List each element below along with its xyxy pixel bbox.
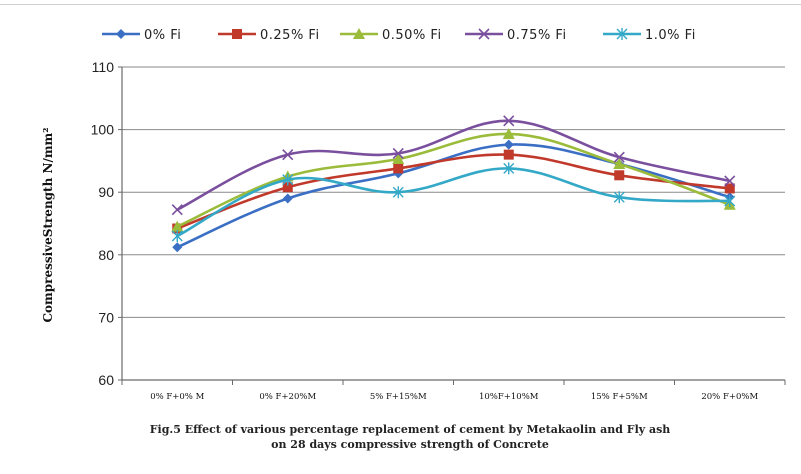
legend-label: 0.75% Fi: [507, 28, 567, 43]
x-tick-label: 20% F+0%M: [701, 392, 758, 402]
data-point: [724, 183, 735, 194]
axes: [118, 66, 786, 385]
figure-caption: Fig.5 Effect of various percentage repla…: [90, 422, 730, 452]
series-line: [175, 119, 732, 212]
y-tick-label: 100: [91, 122, 115, 138]
y-tick-label: 90: [98, 184, 114, 200]
legend-label: 0% Fi: [144, 28, 181, 43]
caption-line-1: Fig.5 Effect of various percentage repla…: [149, 423, 671, 436]
y-tick-label: 80: [98, 247, 114, 263]
data-point: [392, 153, 405, 165]
x-tick-label: 15% F+5%M: [591, 392, 648, 402]
y-tick-label: 70: [98, 309, 114, 325]
data-point: [613, 151, 625, 163]
series-line: [175, 132, 732, 228]
data-point: [503, 162, 515, 175]
x-tick-label: 10%F+10%M: [479, 392, 539, 402]
data-point: [171, 204, 183, 216]
legend-label: 1.0% Fi: [645, 28, 696, 43]
y-tick-label: 110: [92, 59, 115, 75]
data-point: [392, 147, 404, 159]
x-tick-label: 5% F+15%M: [370, 392, 427, 402]
caption-line-2: on 28 days compressive strength of Concr…: [271, 438, 549, 451]
data-point: [393, 163, 404, 174]
legend-item: 0.50% Fi: [340, 28, 442, 43]
y-axis-title: CompressiveStrength N/mm²: [41, 127, 55, 322]
y-tick-label: 60: [98, 372, 114, 388]
legend-marker: [616, 28, 628, 40]
legend-label: 0.25% Fi: [260, 28, 320, 43]
top-border: [0, 0, 801, 5]
legend-item: 0% Fi: [102, 28, 181, 43]
data-point: [503, 139, 514, 150]
data-point: [171, 230, 183, 243]
series-3: [171, 115, 736, 216]
legend-item: 1.0% Fi: [603, 28, 696, 43]
series-lines: [171, 115, 736, 253]
x-tick-label: 0% F+0% M: [150, 392, 204, 402]
legend-marker: [116, 29, 126, 39]
legend-item: 0.25% Fi: [218, 28, 320, 43]
data-point: [282, 149, 294, 161]
data-point: [282, 182, 293, 193]
data-point: [614, 170, 625, 181]
data-point: [392, 186, 404, 199]
data-point: [282, 193, 293, 204]
legend-item: 0.75% Fi: [465, 28, 567, 43]
data-point: [724, 194, 736, 207]
data-point: [503, 115, 515, 127]
data-point: [613, 191, 625, 204]
series-line: [175, 167, 732, 238]
y-tick-labels: 60 70 80 90 100 110: [91, 59, 115, 388]
data-point: [613, 158, 626, 170]
legend: 0% Fi 0.25% Fi 0.50% Fi 0.75% Fi 1.0% Fi: [102, 28, 696, 43]
x-tick-label: 0% F+20%M: [259, 392, 316, 402]
legend-marker: [353, 28, 365, 39]
series-4: [171, 162, 736, 243]
gridlines: [122, 66, 785, 381]
data-point: [724, 175, 736, 187]
data-point: [171, 220, 184, 232]
data-point: [502, 127, 515, 139]
x-tick-labels: 0% F+0% M 0% F+20%M 5% F+15%M 10%F+10%M 15% …: [150, 392, 758, 402]
series-line: [175, 153, 732, 230]
legend-marker: [478, 28, 490, 40]
legend-marker: [232, 29, 242, 39]
data-point: [172, 242, 183, 253]
data-point: [503, 149, 514, 160]
legend-label: 0.50% Fi: [382, 28, 442, 43]
data-point: [282, 173, 294, 186]
